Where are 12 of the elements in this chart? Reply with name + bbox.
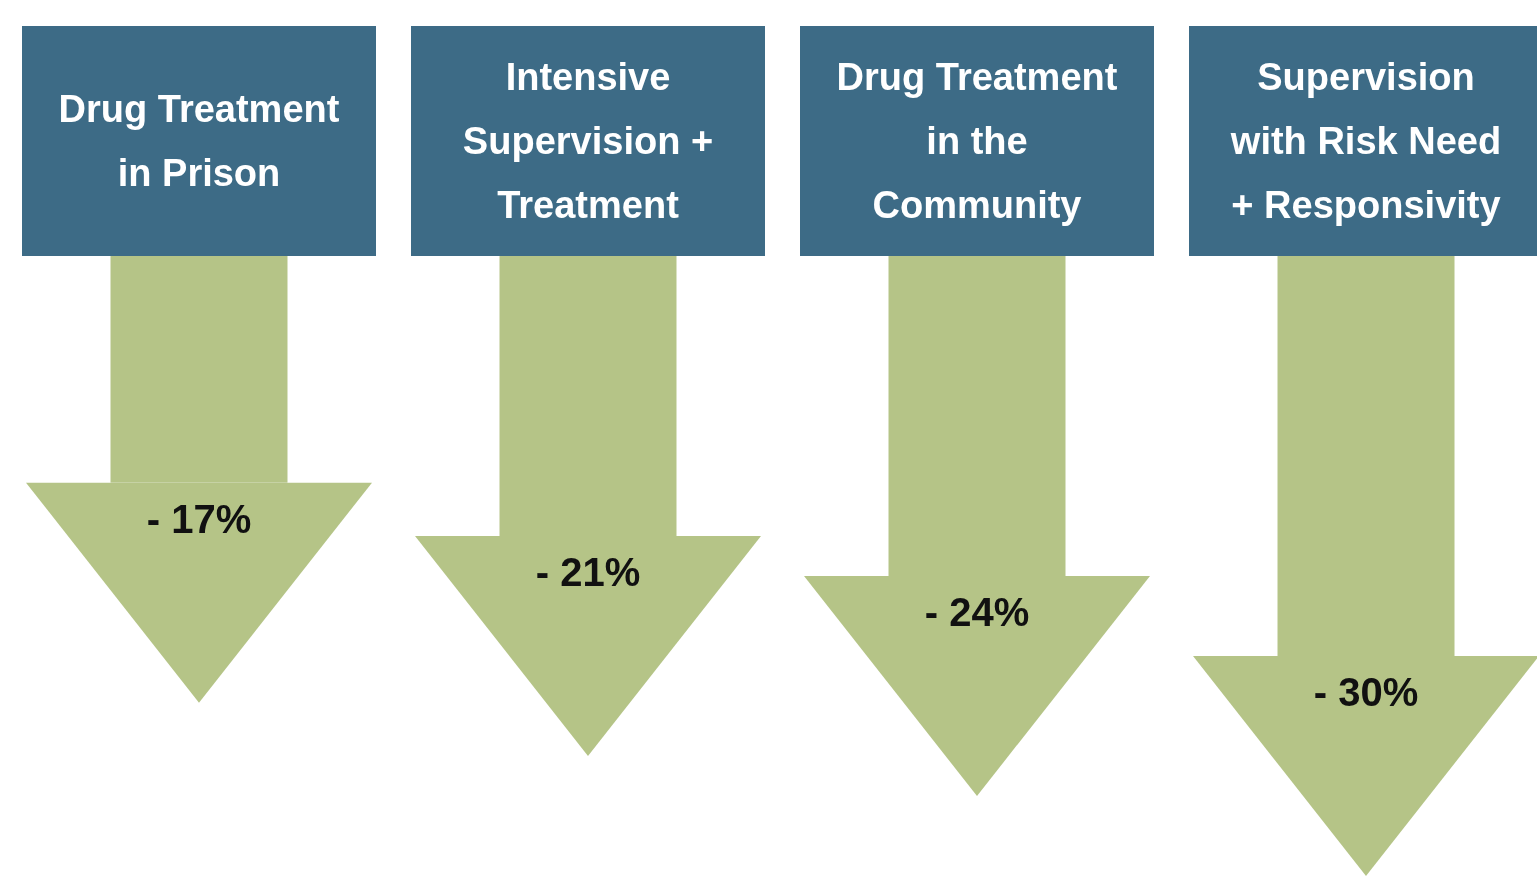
- label-box: Drug Treatment in Prison: [22, 26, 376, 256]
- data-label: - 17%: [146, 496, 252, 541]
- x-tick-label: Supervision with Risk Need + Responsivity: [1229, 56, 1502, 227]
- label-box: Supervision with Risk Need + Responsivity: [1189, 26, 1537, 256]
- label-box: Drug Treatment in the Community: [800, 26, 1154, 256]
- data-label: - 24%: [924, 590, 1030, 634]
- x-tick-label: Drug Treatment in Prison: [58, 88, 340, 195]
- data-label: - 21%: [535, 550, 641, 594]
- x-tick-label: Drug Treatment in the Community: [836, 56, 1118, 227]
- x-tick-label: Intensive Supervision + Treatment: [462, 56, 714, 227]
- data-label: - 30%: [1313, 670, 1419, 714]
- label-box: Intensive Supervision + Treatment: [411, 26, 765, 256]
